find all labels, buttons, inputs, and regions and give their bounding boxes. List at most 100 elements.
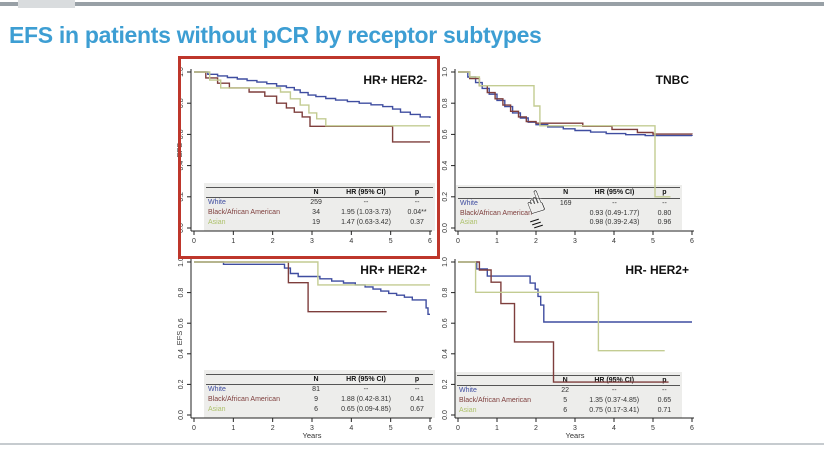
table-cell: 0.41	[410, 396, 424, 403]
table-cell: White	[208, 386, 226, 394]
hr-neg-her2-pos-survival-table: N HR (95% CI) p White 22 -- -- Black/African Am…	[455, 372, 682, 418]
table-cell: 0.65 (0.09-4.85)	[341, 405, 391, 413]
y-tick-label: 1.0	[178, 67, 185, 77]
y-axis-label: EFS	[175, 143, 184, 158]
hr-pos-her2-pos-curve-white	[194, 261, 430, 315]
y-tick-label: 0.6	[178, 318, 185, 328]
table-cell: 9	[314, 396, 319, 403]
table-cell: Asian	[460, 219, 478, 227]
table-cell: 0.93 (0.49-1.77)	[589, 209, 640, 217]
panel-title: HR- HER2+	[625, 263, 689, 277]
hr-pos-her2-neg-survival-table: N HR (95% CI) p White 259 -- -- Black/African A…	[204, 183, 435, 231]
x-tick-label: 5	[651, 238, 655, 245]
table-header-cell	[206, 186, 302, 199]
table-header-cell: p	[401, 373, 433, 386]
table-cell: 6	[314, 405, 319, 413]
y-tick-label: 0.8	[178, 288, 185, 298]
table-cell: 19	[312, 218, 320, 226]
y-axis-label: EFS	[175, 331, 184, 346]
x-tick-label: 0	[192, 238, 196, 245]
x-tick-label: 2	[271, 425, 275, 432]
x-tick-label: 3	[573, 425, 577, 432]
x-tick-label: 6	[690, 238, 694, 245]
table-header-cell: p	[401, 186, 433, 199]
y-tick-label: 0.0	[442, 223, 449, 233]
x-tick-label: 0	[192, 425, 196, 432]
panel-title: HR+ HER2+	[360, 263, 427, 277]
y-tick-label: 0.0	[442, 410, 449, 420]
tnbc-curve-black-african-american	[458, 71, 693, 135]
top-bar-segment	[18, 0, 75, 8]
table-cell: Black/African American	[460, 209, 532, 217]
table-cell: Asian	[459, 406, 477, 414]
clicking-hand-cursor: ☝	[520, 184, 568, 232]
table-cell: 22	[561, 387, 570, 395]
table-cell: 1.35 (0.37-4.85)	[589, 397, 640, 404]
y-tick-label: 1.0	[442, 257, 449, 267]
x-tick-label: 2	[534, 238, 538, 245]
cursor-motion-line	[534, 224, 543, 229]
hr-pos-her2-neg-curve-black-african-american	[194, 71, 430, 143]
y-tick-label: 0.2	[178, 379, 185, 389]
table-cell: --	[363, 199, 369, 207]
x-tick-label: 3	[310, 238, 314, 245]
table-header-cell: HR (95% CI)	[330, 186, 402, 199]
hr-pos-her2-pos-curve-black-african-american	[194, 261, 387, 313]
slide-title: EFS in patients without pCR by receptor …	[9, 22, 542, 48]
table-cell: 0.71	[657, 406, 672, 414]
hr-neg-her2-pos-curve-black-african-american	[458, 261, 669, 383]
tnbc-survival-table: N HR (95% CI) p White 169 -- -- Black/African A…	[456, 185, 682, 230]
y-tick-label: 1.0	[442, 67, 449, 77]
table-header-cell: HR (95% CI)	[579, 374, 649, 387]
y-tick-label: 0.8	[442, 98, 449, 108]
x-tick-label: 4	[612, 238, 616, 245]
y-tick-label: 0.6	[178, 129, 185, 139]
x-axis-label: Years	[303, 431, 322, 440]
y-tick-label: 0.6	[442, 318, 449, 328]
table-cell: 169	[559, 199, 572, 207]
x-tick-label: 1	[495, 425, 499, 432]
x-tick-label: 5	[389, 425, 393, 432]
table-header-cell: p	[648, 187, 680, 199]
table-cell: 0.04**	[407, 209, 427, 216]
x-tick-label: 3	[573, 238, 577, 245]
table-cell: Asian	[208, 405, 226, 413]
x-tick-label: 0	[456, 238, 460, 245]
table-header-cell: HR (95% CI)	[580, 187, 649, 199]
y-tick-label: 0.2	[442, 379, 449, 389]
table-cell: White	[460, 199, 478, 207]
hr-neg-her2-pos-curve-asian	[458, 261, 665, 352]
table-cell: Black/African American	[208, 209, 280, 216]
y-tick-label: 0.0	[178, 410, 185, 420]
y-tick-label: 0.2	[442, 192, 449, 202]
x-axis-label: Years	[566, 431, 585, 440]
table-cell: 6	[563, 406, 568, 414]
panel-title: HR+ HER2-	[363, 73, 427, 87]
table-cell: 0.65	[657, 397, 672, 404]
x-tick-label: 2	[271, 238, 275, 245]
table-cell: 0.37	[410, 218, 424, 226]
x-tick-label: 5	[389, 238, 393, 245]
x-tick-label: 6	[428, 425, 432, 432]
x-tick-label: 5	[651, 425, 655, 432]
table-cell: --	[662, 387, 667, 395]
table-cell: 34	[312, 209, 320, 216]
table-cell: 0.75 (0.17-3.41)	[589, 406, 640, 414]
hr-pos-her2-pos-curve-asian	[194, 261, 430, 286]
x-tick-label: 2	[534, 425, 538, 432]
hr-pos-her2-pos-survival-table: N HR (95% CI) p White 81 -- -- Black/African Am…	[204, 370, 435, 418]
table-cell: --	[414, 199, 420, 207]
table-cell: Asian	[208, 218, 226, 226]
tnbc-curve-white	[458, 71, 693, 137]
x-tick-label: 6	[690, 425, 694, 432]
y-tick-label: 1.0	[178, 257, 185, 267]
table-cell: 1.88 (0.42-8.31)	[341, 396, 391, 403]
y-tick-label: 0.8	[178, 98, 185, 108]
y-tick-label: 0.2	[178, 192, 185, 202]
x-tick-label: 1	[495, 238, 499, 245]
panel-title: TNBC	[656, 73, 690, 87]
table-cell: 1.47 (0.63-3.42)	[341, 218, 391, 226]
bottom-border-line	[0, 443, 824, 445]
table-header-cell	[206, 373, 302, 386]
table-cell: --	[414, 386, 420, 394]
